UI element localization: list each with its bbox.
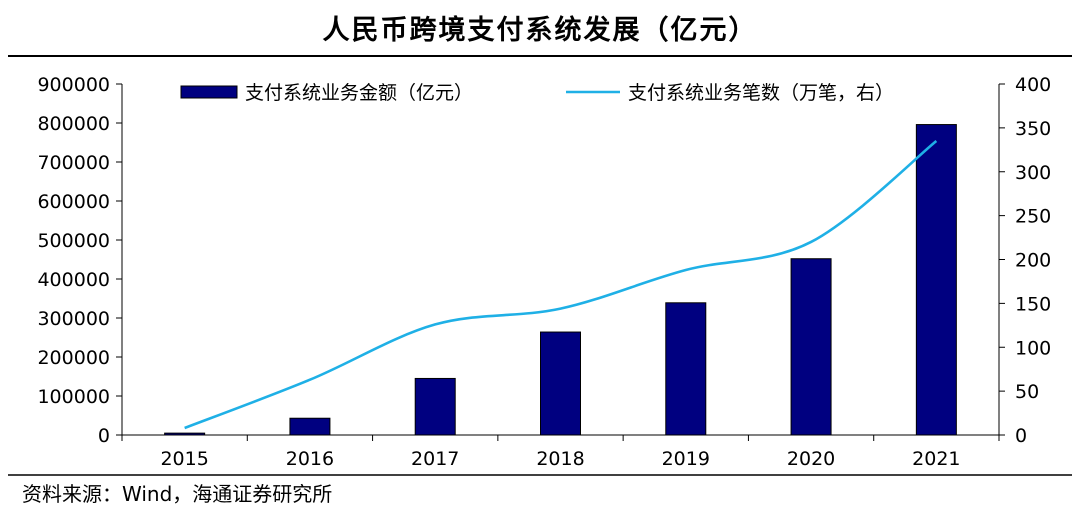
left-tick-label: 400000 (37, 269, 110, 291)
source-note: 资料来源：Wind，海通证券研究所 (22, 482, 333, 506)
bar (915, 124, 957, 436)
bar-series (164, 124, 957, 436)
x-tick-label: 2016 (286, 448, 334, 470)
right-tick-label: 400 (1015, 74, 1051, 96)
x-tick-label: 2021 (912, 448, 960, 470)
legend-label-bar: 支付系统业务金额（亿元） (245, 82, 473, 104)
left-tick-label: 900000 (37, 74, 110, 96)
x-tick-label: 2015 (160, 448, 208, 470)
x-tick-label: 2020 (787, 448, 835, 470)
left-tick-label: 500000 (37, 230, 110, 252)
right-tick-label: 0 (1015, 425, 1027, 447)
right-tick-label: 350 (1015, 118, 1051, 140)
bar (164, 432, 206, 436)
right-tick-label: 300 (1015, 162, 1051, 184)
left-tick-label: 100000 (37, 386, 110, 408)
right-tick-label: 200 (1015, 250, 1051, 272)
legend: 支付系统业务金额（亿元） 支付系统业务笔数（万笔，右） (180, 82, 894, 104)
bar (414, 377, 456, 436)
chart-title: 人民币跨境支付系统发展（亿元） (322, 15, 758, 46)
bar (540, 331, 581, 436)
right-tick-label: 50 (1015, 381, 1039, 403)
left-tick-label: 800000 (37, 113, 110, 135)
left-tick-label: 0 (98, 425, 110, 447)
right-tick-label: 150 (1015, 293, 1051, 315)
left-tick-label: 600000 (37, 191, 110, 213)
left-tick-label: 300000 (37, 308, 110, 330)
x-tick-label: 2018 (536, 448, 584, 470)
x-tick-label: 2017 (411, 448, 459, 470)
bar (289, 417, 331, 436)
line-series (184, 140, 938, 430)
tick-labels: 0 100000 200000 300000 400000 500000 600000 700… (37, 74, 1051, 470)
right-tick-label: 100 (1015, 337, 1051, 359)
left-tick-label: 200000 (37, 347, 110, 369)
axes (116, 83, 1005, 441)
right-tick-label: 250 (1015, 206, 1051, 228)
legend-swatch-bar (180, 85, 238, 99)
x-tick-label: 2019 (662, 448, 710, 470)
bar (665, 302, 707, 436)
legend-label-line: 支付系统业务笔数（万笔，右） (628, 82, 894, 104)
left-tick-label: 700000 (37, 152, 110, 174)
bar (790, 258, 832, 436)
